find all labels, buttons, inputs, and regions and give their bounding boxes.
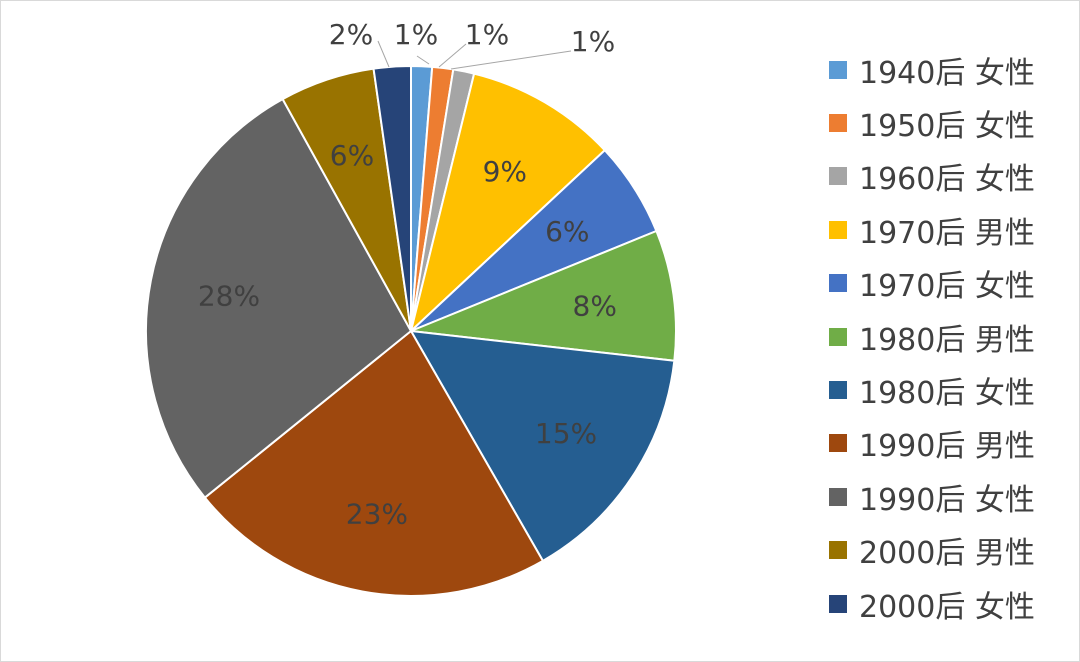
pie-chart: 1% 1% 1% 9% 6% 8% 15% 23% 28% 6% 2%	[145, 18, 677, 597]
legend-item: 1990后 女性	[829, 470, 1035, 523]
legend-item: 1990后 男性	[829, 417, 1035, 470]
legend-swatch	[829, 594, 847, 613]
legend-item: 1980后 女性	[829, 363, 1035, 416]
legend-label: 1950后 女性	[859, 109, 1035, 145]
legend-item: 1960后 女性	[829, 150, 1035, 203]
data-label: 15%	[535, 417, 597, 450]
legend-swatch	[829, 167, 847, 186]
pie-slice	[410, 229, 677, 362]
legend-label: 1990后 女性	[859, 482, 1035, 518]
data-label: 6%	[545, 215, 589, 248]
data-label: 1%	[571, 25, 615, 58]
pie-slice	[372, 64, 412, 332]
legend-item: 1970后 男性	[829, 203, 1035, 256]
legend-item: 1970后 女性	[829, 257, 1035, 310]
legend-swatch	[829, 434, 847, 453]
legend-swatch	[829, 220, 847, 239]
pie-slice	[145, 97, 413, 499]
legend-swatch	[829, 114, 847, 133]
legend-item: 1940后 女性	[829, 43, 1035, 96]
data-label: 23%	[346, 497, 408, 530]
legend-label: 1970后 男性	[859, 215, 1035, 251]
legend-label: 1980后 女性	[859, 376, 1035, 412]
legend-label: 1960后 女性	[859, 162, 1035, 198]
legend-swatch	[829, 274, 847, 293]
data-label: 2%	[329, 18, 373, 51]
data-label: 6%	[330, 139, 374, 172]
legend-label: 1940后 女性	[859, 55, 1035, 91]
legend-label: 1970后 女性	[859, 269, 1035, 305]
legend-label: 2000后 女性	[859, 589, 1035, 625]
legend-label: 1980后 男性	[859, 322, 1035, 358]
data-label: 8%	[573, 290, 617, 323]
leader-line	[377, 40, 390, 68]
legend-label: 2000后 男性	[859, 536, 1035, 572]
legend-swatch	[829, 327, 847, 346]
leader-line	[416, 55, 430, 65]
legend-swatch	[829, 60, 847, 79]
leader-line	[450, 50, 572, 70]
legend-item: 1950后 女性	[829, 96, 1035, 149]
data-label: 28%	[198, 279, 260, 312]
leader-line	[438, 43, 467, 68]
legend-item: 2000后 女性	[829, 577, 1035, 630]
pie-slice	[409, 329, 676, 563]
pie-slice	[409, 72, 607, 335]
legend-swatch	[829, 487, 847, 506]
legend-item: 1980后 男性	[829, 310, 1035, 363]
data-label: 1%	[465, 18, 509, 51]
data-label: 1%	[394, 18, 438, 51]
legend-swatch	[829, 381, 847, 400]
legend-swatch	[829, 541, 847, 560]
pie-slice	[203, 329, 545, 597]
legend-label: 1990后 男性	[859, 429, 1035, 465]
legend: 1940后 女性 1950后 女性 1960后 女性 1970后 男性 1970后 女性…	[829, 43, 1035, 630]
legend-item: 2000后 男性	[829, 524, 1035, 577]
data-label: 9%	[483, 155, 527, 188]
